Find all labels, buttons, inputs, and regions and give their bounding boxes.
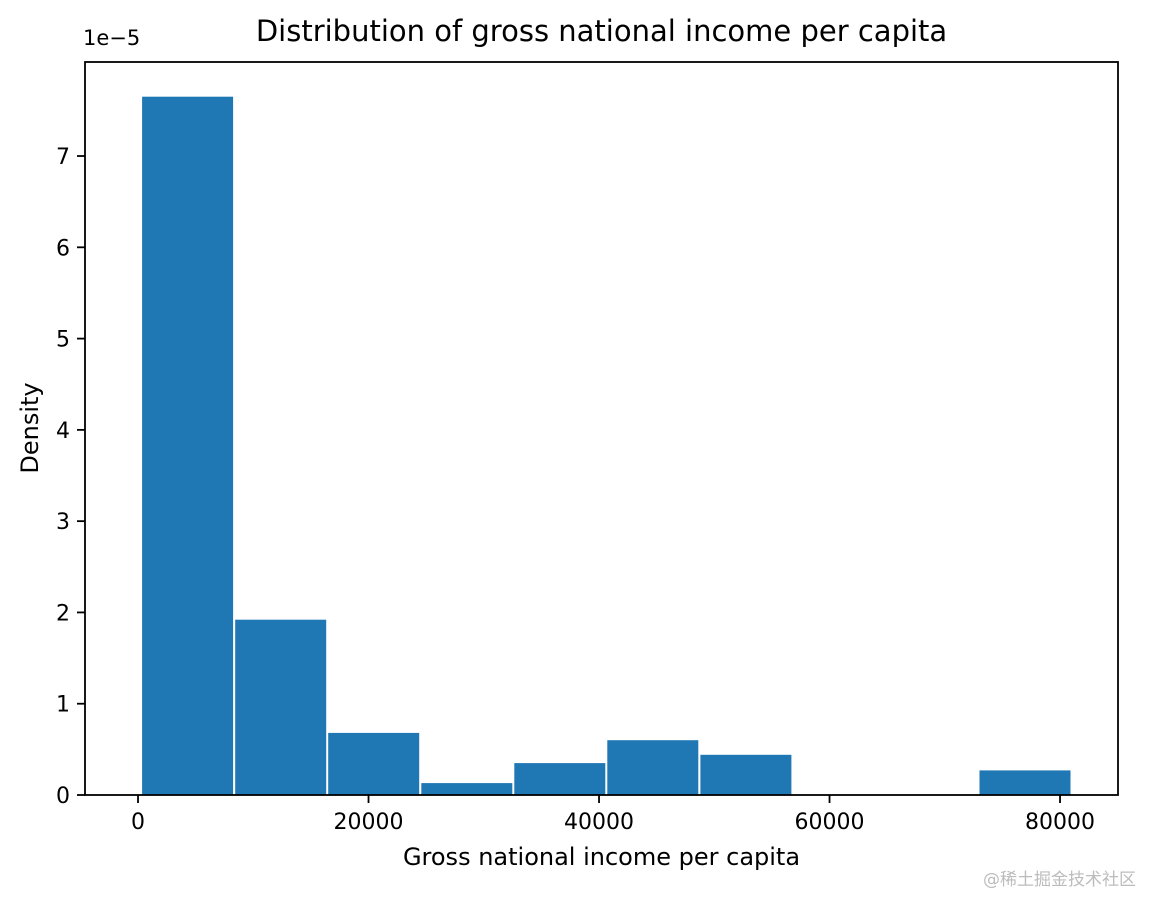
watermark: @稀土掘金技术社区: [983, 870, 1136, 890]
x-tick-label: 20000: [334, 810, 404, 835]
x-tick-label: 40000: [564, 810, 634, 835]
y-tick-label: 6: [56, 236, 70, 261]
histogram-bar: [514, 763, 606, 795]
chart-title: Distribution of gross national income pe…: [255, 14, 948, 48]
x-tick-label: 60000: [795, 810, 865, 835]
y-tick-label: 7: [56, 145, 70, 170]
y-tick-label: 0: [56, 784, 70, 809]
y-tick-label: 3: [56, 510, 70, 535]
histogram-bar: [607, 740, 699, 795]
histogram-bar: [979, 770, 1071, 795]
axes-frame: [84, 61, 1119, 796]
histogram-bar: [421, 783, 513, 795]
y-tick-label: 4: [56, 419, 70, 444]
histogram-bar: [700, 754, 792, 795]
x-tick-label: 80000: [1025, 810, 1095, 835]
histogram-bar: [142, 96, 234, 795]
histogram-bar: [235, 619, 327, 795]
histogram-bar: [328, 732, 420, 795]
y-tick-label: 1: [56, 693, 70, 718]
x-tick-label: 0: [131, 810, 145, 835]
y-tick-label: 5: [56, 328, 70, 353]
x-axis-label: Gross national income per capita: [402, 843, 801, 871]
y-tick-label: 2: [56, 601, 70, 626]
y-axis-offset-label: 1e−5: [83, 26, 141, 50]
